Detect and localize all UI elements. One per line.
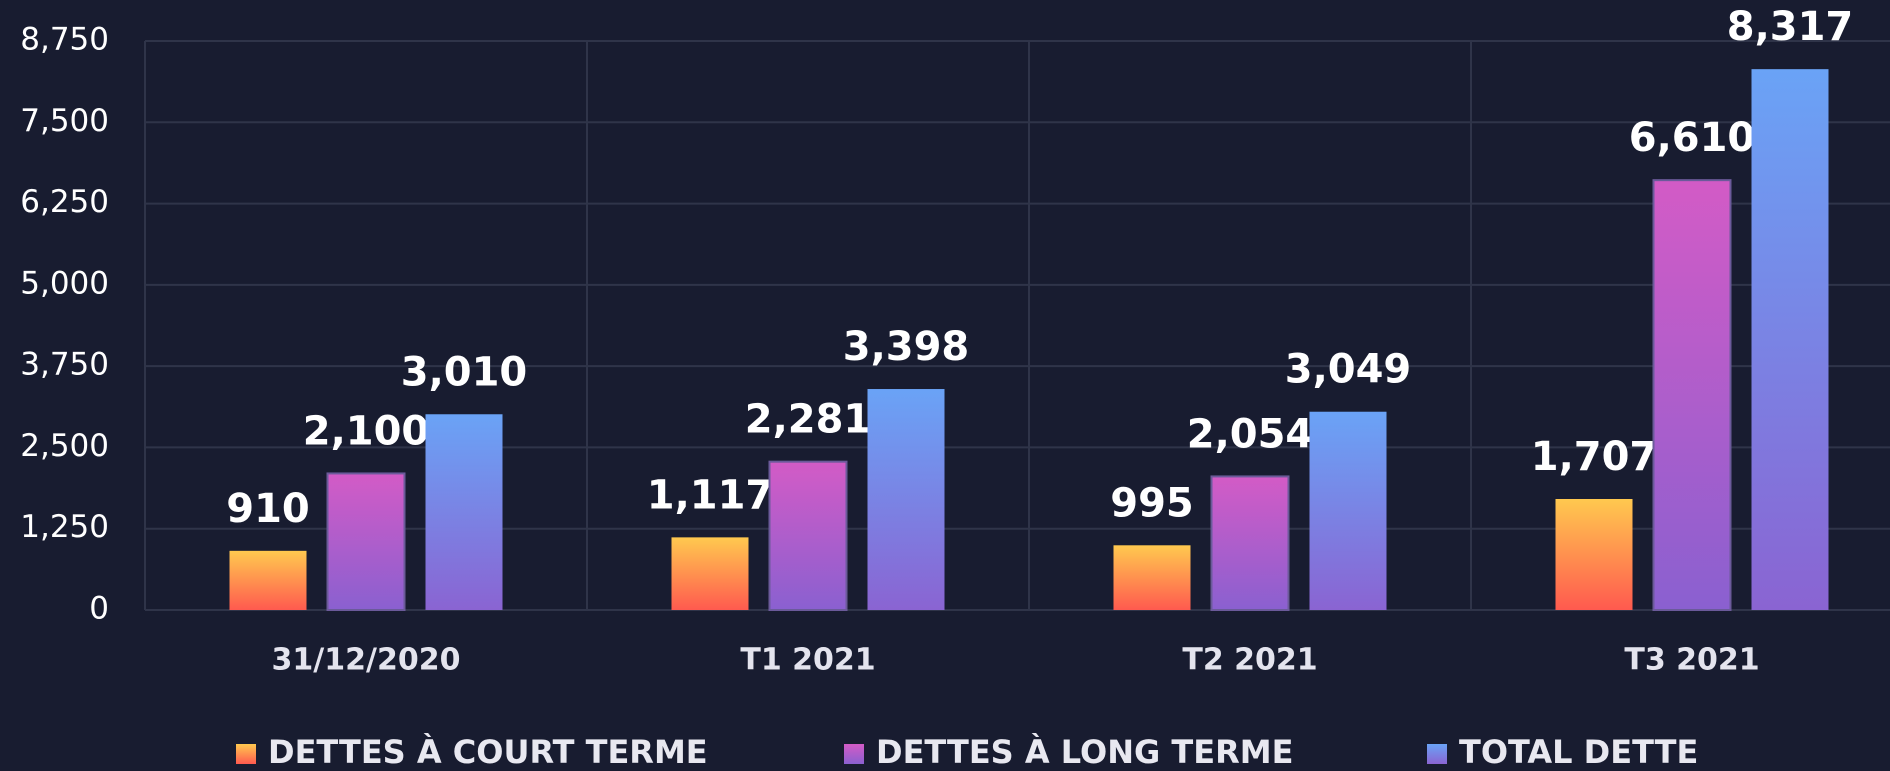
y-tick-label: 8,750 — [20, 22, 109, 58]
legend-label: DETTES À LONG TERME — [876, 733, 1293, 771]
x-tick-label: T2 2021 — [1182, 643, 1317, 678]
x-tick-label: T1 2021 — [740, 643, 875, 678]
bar — [1309, 411, 1387, 610]
bar — [671, 537, 749, 610]
bar — [1652, 179, 1732, 612]
bar — [229, 550, 307, 610]
y-tick-label: 0 — [89, 591, 109, 627]
data-label: 995 — [1110, 480, 1194, 526]
data-label: 1,117 — [647, 472, 774, 518]
y-tick-label: 2,500 — [20, 428, 109, 464]
legend-label: TOTAL DETTE — [1459, 733, 1698, 771]
data-label: 910 — [226, 486, 310, 532]
legend-label: DETTES À COURT TERME — [268, 733, 708, 771]
bar — [1555, 498, 1633, 610]
bar — [425, 414, 503, 610]
data-label: 2,281 — [745, 397, 872, 443]
legend-swatch — [1427, 744, 1447, 764]
bar — [326, 472, 406, 611]
y-tick-label: 3,750 — [20, 347, 109, 383]
data-label: 1,707 — [1531, 434, 1658, 480]
x-tick-label: 31/12/2020 — [272, 643, 461, 678]
bar — [867, 389, 945, 610]
data-label: 6,610 — [1629, 115, 1756, 161]
data-label: 3,049 — [1285, 347, 1412, 393]
y-tick-label: 5,000 — [20, 265, 109, 301]
bar — [1113, 545, 1191, 610]
data-label: 3,398 — [843, 324, 970, 370]
bar — [768, 460, 848, 611]
data-label: 3,010 — [401, 349, 528, 395]
legend-swatch — [844, 744, 864, 764]
y-tick-label: 6,250 — [20, 184, 109, 220]
y-tick-label: 1,250 — [20, 509, 109, 545]
y-tick-label: 7,500 — [20, 103, 109, 139]
data-label: 2,100 — [303, 408, 430, 454]
bar — [1751, 69, 1829, 611]
bar — [1210, 475, 1290, 611]
x-tick-label: T3 2021 — [1624, 643, 1759, 678]
legend-swatch — [236, 744, 256, 764]
data-label: 2,054 — [1187, 411, 1314, 457]
data-label: 8,317 — [1727, 4, 1854, 50]
